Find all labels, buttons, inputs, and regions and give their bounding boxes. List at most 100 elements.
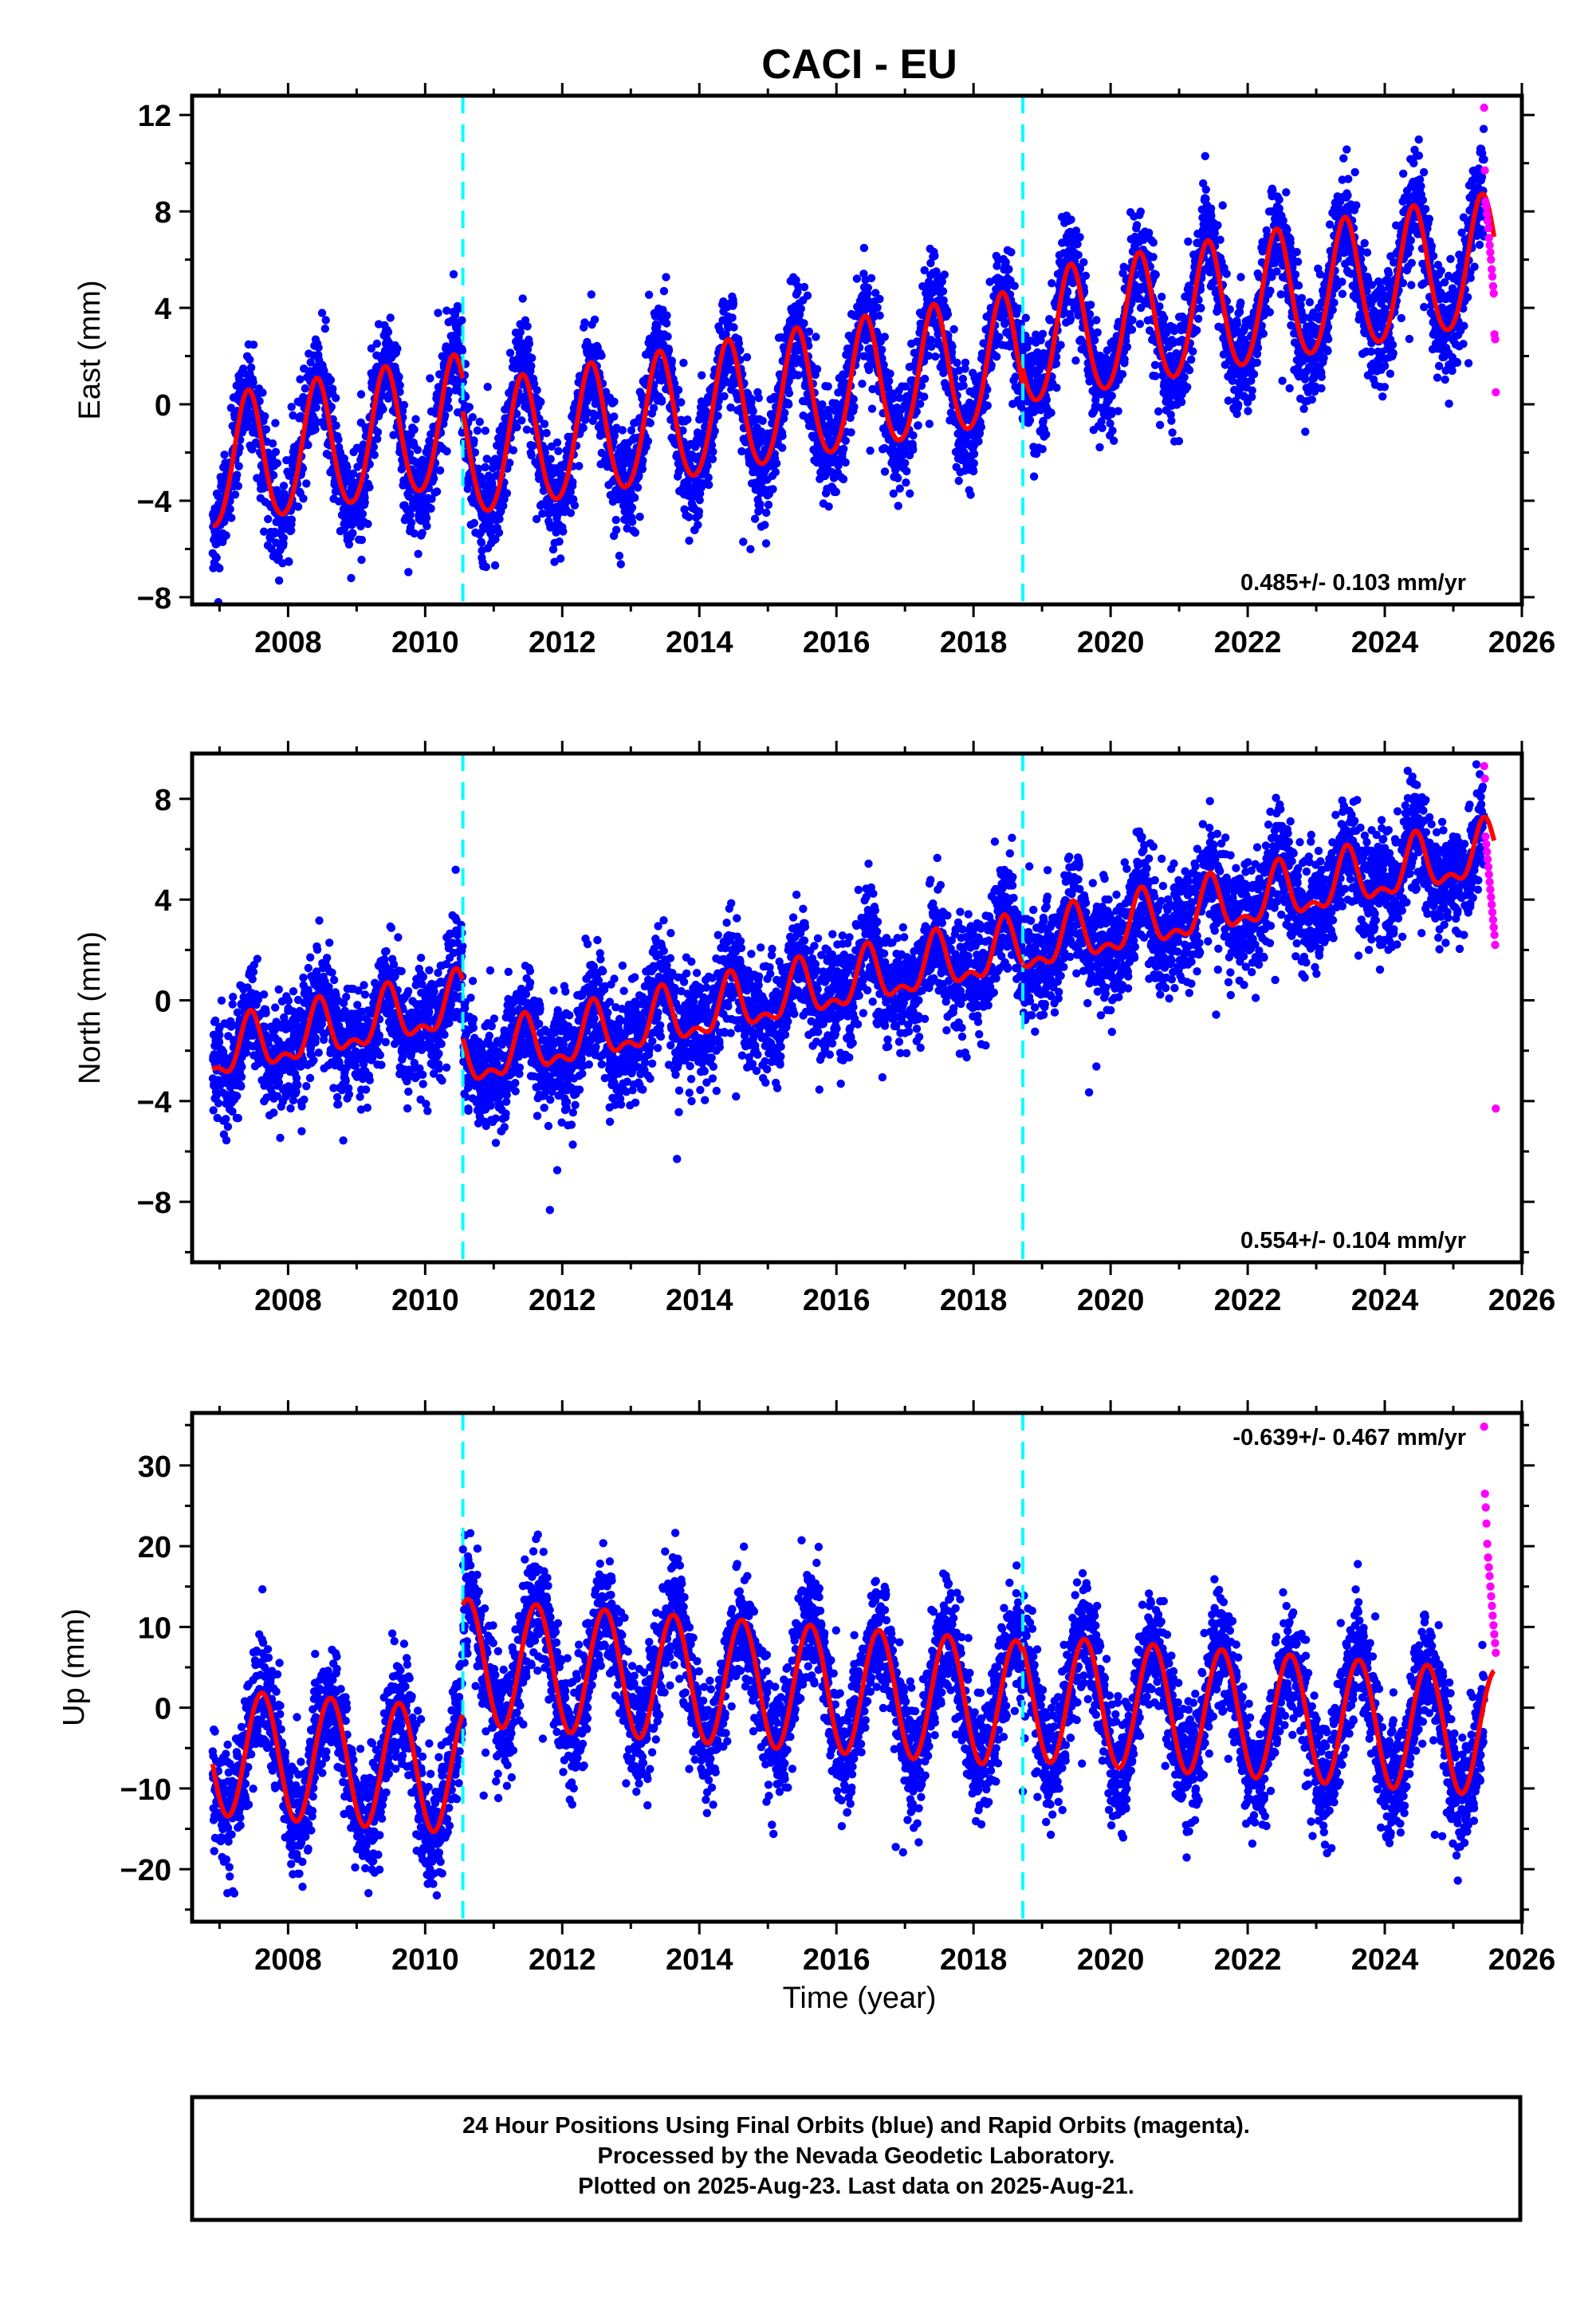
final-orbit-point — [427, 504, 435, 513]
final-orbit-point — [902, 466, 911, 476]
final-orbit-point — [516, 328, 525, 336]
final-orbit-point — [1201, 152, 1210, 160]
final-orbit-point — [839, 474, 848, 484]
final-orbit-point — [546, 455, 555, 463]
final-orbit-point — [568, 478, 577, 486]
final-orbit-point — [909, 431, 918, 440]
final-orbit-point — [966, 490, 975, 499]
final-orbit-point — [720, 392, 729, 401]
final-orbit-point — [657, 397, 666, 406]
final-orbit-point — [610, 412, 619, 421]
final-orbit-point — [556, 554, 565, 563]
final-orbit-point — [518, 294, 527, 303]
final-orbit-point — [268, 439, 277, 448]
final-orbit-point — [287, 526, 296, 535]
final-orbit-point — [1071, 356, 1080, 365]
final-orbit-point — [499, 502, 508, 510]
final-orbit-point — [679, 358, 688, 368]
final-orbit-point — [320, 325, 329, 333]
final-orbit-point — [940, 270, 949, 279]
final-orbit-point — [1001, 258, 1010, 266]
final-orbit-point — [631, 528, 640, 537]
final-orbit-point — [780, 408, 789, 417]
final-orbit-point — [1167, 416, 1176, 425]
final-orbit-points — [208, 124, 1488, 604]
final-orbit-point — [537, 397, 545, 407]
final-orbit-point — [631, 494, 639, 502]
final-orbit-point — [880, 467, 890, 476]
final-orbit-point — [458, 378, 467, 387]
final-orbit-point — [863, 283, 873, 293]
final-orbit-point — [784, 400, 793, 409]
final-orbit-point — [1151, 372, 1160, 380]
final-orbit-point — [953, 358, 961, 368]
final-orbit-point — [1114, 407, 1122, 415]
final-orbit-point — [909, 445, 918, 455]
final-orbit-point — [1029, 472, 1039, 481]
final-orbit-point — [509, 446, 518, 455]
final-orbit-point — [234, 482, 242, 490]
final-orbit-point — [677, 398, 686, 407]
final-orbit-point — [1259, 329, 1268, 338]
final-orbit-point — [559, 527, 568, 536]
final-orbit-point — [1110, 436, 1118, 445]
final-orbit-point — [764, 500, 773, 510]
final-orbit-point — [852, 274, 862, 283]
final-orbit-point — [901, 458, 910, 467]
final-orbit-point — [517, 416, 526, 425]
final-orbit-point — [931, 352, 940, 361]
final-orbit-point — [347, 573, 356, 583]
final-orbit-point — [320, 366, 328, 376]
final-orbit-point — [930, 251, 939, 261]
final-orbit-point — [473, 426, 482, 435]
final-orbit-point — [736, 346, 745, 355]
final-orbit-point — [233, 470, 242, 479]
east-panel: 2008 2010 2012 2014 2016 2018 2020 2022 2024 2026… — [73, 83, 1555, 659]
final-orbit-point — [269, 470, 278, 480]
final-orbit-point — [644, 290, 654, 299]
final-orbit-point — [372, 339, 381, 348]
final-orbit-point — [1010, 281, 1019, 290]
final-orbit-point — [395, 381, 404, 390]
final-orbit-point — [279, 533, 288, 542]
final-orbit-point — [226, 505, 234, 514]
final-orbit-point — [566, 487, 575, 497]
final-orbit-point — [477, 538, 486, 547]
final-orbit-point — [710, 427, 719, 435]
final-orbit-point — [299, 494, 308, 503]
final-orbit-point — [778, 443, 787, 452]
final-orbit-point — [694, 521, 702, 529]
final-orbit-point — [1201, 185, 1211, 194]
final-orbit-point — [597, 351, 606, 360]
final-orbit-point — [1272, 267, 1281, 276]
final-orbit-point — [301, 384, 309, 393]
final-orbit-point — [287, 515, 297, 524]
final-orbit-point — [1067, 215, 1075, 224]
final-orbit-point — [662, 273, 670, 281]
final-orbit-point — [1091, 336, 1099, 344]
final-orbit-point — [481, 427, 489, 435]
final-orbit-point — [222, 531, 230, 540]
final-orbit-point — [761, 539, 771, 548]
final-orbit-point — [1132, 221, 1142, 230]
final-orbit-point — [325, 451, 334, 460]
final-orbit-point — [494, 460, 503, 469]
final-orbit-point — [246, 363, 256, 372]
final-orbit-point — [321, 316, 330, 325]
final-orbit-point — [875, 294, 884, 304]
final-orbit-point — [954, 476, 963, 486]
final-orbit-point — [334, 435, 343, 444]
final-orbit-point — [505, 348, 515, 357]
final-orbit-point — [1079, 258, 1088, 267]
final-orbit-point — [894, 502, 902, 510]
final-orbit-point — [784, 388, 794, 398]
final-orbit-point — [588, 416, 597, 425]
final-orbit-point — [878, 345, 886, 354]
final-orbit-point — [824, 502, 833, 511]
final-orbit-point — [1087, 301, 1095, 309]
final-orbit-point — [491, 535, 500, 544]
final-orbit-point — [529, 380, 539, 388]
final-orbit-point — [769, 485, 777, 494]
final-orbit-point — [1252, 358, 1262, 367]
